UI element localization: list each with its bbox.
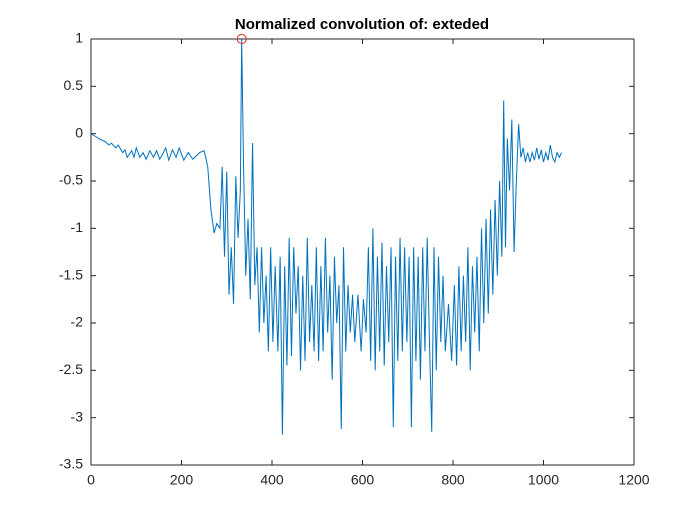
- x-tick-label: 1000: [528, 472, 559, 488]
- y-tick-label: 0.5: [64, 77, 84, 93]
- data-line: [90, 38, 563, 435]
- y-tick-label: -3: [71, 408, 84, 424]
- x-tick-label: 0: [87, 472, 95, 488]
- y-tick-label: -2.5: [59, 361, 83, 377]
- x-tick-label: 200: [170, 472, 194, 488]
- y-tick-label: -1: [71, 219, 84, 235]
- y-tick-label: -2: [71, 314, 84, 330]
- y-tick-label: -0.5: [59, 172, 83, 188]
- y-tick-label: 0: [75, 124, 83, 140]
- x-tick-label: 600: [351, 472, 375, 488]
- x-tick-label: 800: [441, 472, 465, 488]
- y-tick-label: -3.5: [59, 456, 83, 472]
- y-tick-label: -1.5: [59, 266, 83, 282]
- x-tick-label: 400: [260, 472, 284, 488]
- y-tick-label: 1: [75, 30, 83, 46]
- x-tick-label: 1200: [618, 472, 649, 488]
- chart-title: Normalized convolution of: exteded: [235, 16, 489, 33]
- peak-marker: [236, 34, 247, 44]
